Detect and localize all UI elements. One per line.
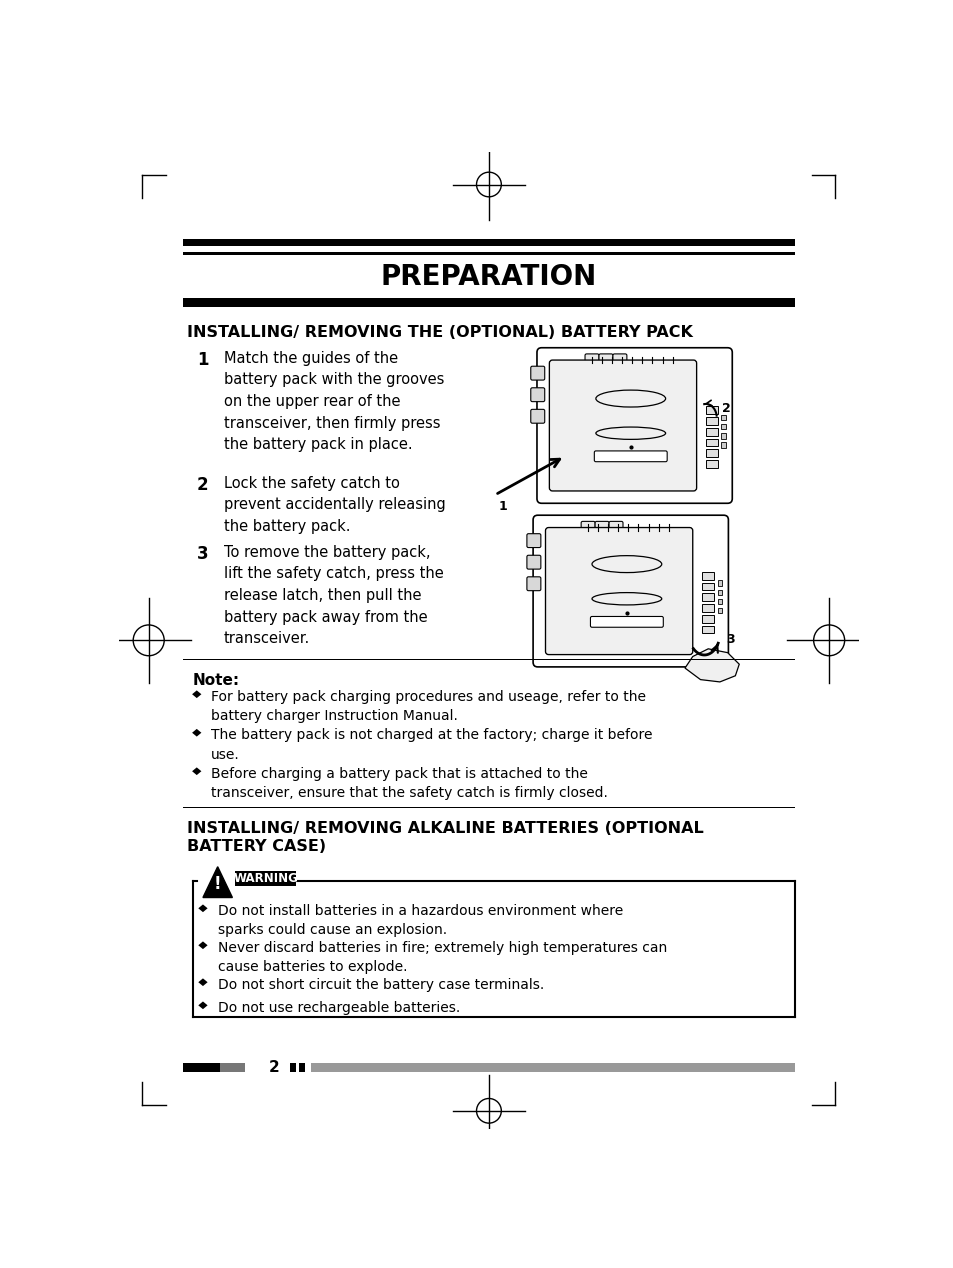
- Text: Note:: Note:: [193, 673, 240, 687]
- FancyBboxPatch shape: [530, 366, 544, 380]
- Bar: [720, 434, 725, 439]
- FancyBboxPatch shape: [595, 521, 608, 533]
- Text: WARNING: WARNING: [233, 872, 298, 885]
- Text: For battery pack charging procedures and useage, refer to the
battery charger In: For battery pack charging procedures and…: [211, 690, 645, 723]
- Bar: [701, 572, 714, 579]
- Text: Never discard batteries in fire; extremely high temperatures can
cause batteries: Never discard batteries in fire; extreme…: [218, 941, 667, 974]
- FancyBboxPatch shape: [526, 577, 540, 591]
- Text: INSTALLING/ REMOVING ALKALINE BATTERIES (OPTIONAL
BATTERY CASE): INSTALLING/ REMOVING ALKALINE BATTERIES …: [187, 820, 703, 855]
- Bar: [183, 298, 794, 301]
- FancyBboxPatch shape: [530, 410, 544, 424]
- Bar: [183, 301, 794, 307]
- Bar: [720, 415, 725, 420]
- Text: 2: 2: [720, 402, 730, 415]
- Bar: [705, 439, 718, 446]
- Polygon shape: [192, 767, 201, 775]
- Bar: [720, 424, 725, 430]
- FancyBboxPatch shape: [533, 515, 728, 667]
- Bar: [717, 590, 721, 595]
- Polygon shape: [684, 649, 739, 682]
- Bar: [701, 593, 714, 601]
- Polygon shape: [192, 690, 201, 699]
- Text: Before charging a battery pack that is attached to the
transceiver, ensure that : Before charging a battery pack that is a…: [211, 767, 607, 800]
- Polygon shape: [198, 979, 208, 987]
- Text: Lock the safety catch to
prevent accidentally releasing
the battery pack.: Lock the safety catch to prevent acciden…: [224, 476, 445, 534]
- FancyBboxPatch shape: [608, 521, 622, 533]
- Bar: [311, 1063, 794, 1073]
- Polygon shape: [198, 941, 208, 950]
- Text: 2: 2: [269, 1060, 279, 1075]
- FancyBboxPatch shape: [526, 555, 540, 569]
- FancyBboxPatch shape: [612, 354, 626, 365]
- FancyBboxPatch shape: [580, 521, 595, 533]
- Bar: [701, 582, 714, 591]
- Bar: [717, 581, 721, 586]
- FancyBboxPatch shape: [594, 451, 666, 462]
- Bar: [705, 460, 718, 468]
- Bar: [298, 1063, 305, 1073]
- Bar: [705, 427, 718, 435]
- Bar: [183, 806, 794, 808]
- Polygon shape: [192, 729, 201, 737]
- Text: To remove the battery pack,
lift the safety catch, press the
release latch, then: To remove the battery pack, lift the saf…: [224, 545, 443, 647]
- Bar: [701, 625, 714, 634]
- Text: PREPARATION: PREPARATION: [380, 262, 597, 290]
- Text: The battery pack is not charged at the factory; charge it before
use.: The battery pack is not charged at the f…: [211, 728, 652, 762]
- FancyBboxPatch shape: [590, 616, 662, 628]
- Text: 2: 2: [196, 476, 208, 493]
- Text: 3: 3: [196, 545, 208, 563]
- Bar: [183, 240, 794, 246]
- Bar: [705, 449, 718, 456]
- FancyBboxPatch shape: [526, 534, 540, 548]
- Bar: [717, 607, 721, 614]
- Text: Do not short circuit the battery case terminals.: Do not short circuit the battery case te…: [218, 978, 544, 992]
- FancyBboxPatch shape: [537, 347, 732, 503]
- FancyBboxPatch shape: [530, 388, 544, 402]
- Bar: [183, 1063, 220, 1073]
- Bar: [290, 1063, 295, 1073]
- Text: Do not install batteries in a hazardous environment where
sparks could cause an : Do not install batteries in a hazardous …: [218, 904, 623, 937]
- Bar: [717, 598, 721, 604]
- Bar: [720, 443, 725, 448]
- Text: 1: 1: [196, 351, 208, 369]
- Polygon shape: [198, 904, 208, 912]
- Text: Do not use rechargeable batteries.: Do not use rechargeable batteries.: [218, 1000, 460, 1014]
- Bar: [183, 1063, 245, 1073]
- FancyBboxPatch shape: [598, 354, 612, 365]
- Text: 3: 3: [725, 633, 734, 647]
- FancyBboxPatch shape: [545, 527, 692, 654]
- Polygon shape: [198, 1002, 208, 1009]
- Bar: [701, 615, 714, 623]
- FancyBboxPatch shape: [549, 360, 696, 491]
- Bar: [183, 252, 794, 255]
- Text: INSTALLING/ REMOVING THE (OPTIONAL) BATTERY PACK: INSTALLING/ REMOVING THE (OPTIONAL) BATT…: [187, 325, 693, 340]
- FancyBboxPatch shape: [584, 354, 598, 365]
- Bar: [701, 604, 714, 612]
- Bar: [705, 406, 718, 413]
- Bar: [183, 659, 794, 661]
- Bar: [705, 417, 718, 425]
- Bar: [235, 871, 295, 886]
- Text: !: !: [213, 875, 221, 893]
- Text: 1: 1: [498, 500, 507, 512]
- Text: Match the guides of the
battery pack with the grooves
on the upper rear of the
t: Match the guides of the battery pack wit…: [224, 351, 444, 453]
- Polygon shape: [203, 867, 233, 898]
